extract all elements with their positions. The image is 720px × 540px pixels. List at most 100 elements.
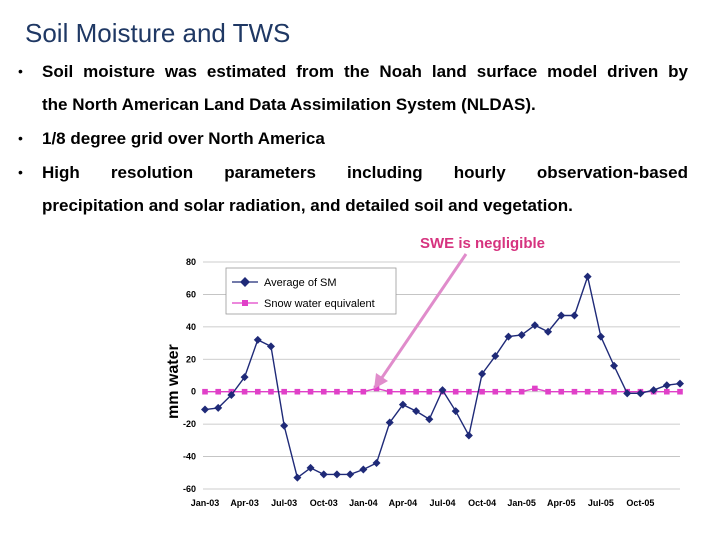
sm-point — [201, 405, 209, 414]
y-tick-labels: 80 60 40 20 0 -20 -40 -60 — [183, 257, 196, 494]
swe-point — [294, 388, 301, 395]
sm-point — [583, 272, 592, 281]
sm-point — [544, 327, 553, 336]
sm-point — [438, 386, 447, 395]
sm-point — [227, 390, 236, 399]
swe-point — [479, 388, 485, 395]
x-tick-label: Jan-03 — [191, 498, 220, 508]
x-tick-label: Jan-04 — [349, 498, 378, 508]
y-tick-label: -20 — [183, 419, 196, 429]
sm-point — [372, 459, 381, 468]
sm-point — [346, 470, 355, 479]
swe-point — [558, 388, 565, 395]
sm-point — [662, 381, 671, 390]
sm-point — [636, 389, 645, 398]
x-tick-label: Apr-04 — [389, 498, 418, 508]
bullet-3-word: observation-based — [536, 163, 688, 182]
swe-point — [320, 388, 327, 395]
sm-point — [676, 379, 684, 388]
x-tick-label: Oct-04 — [468, 498, 496, 508]
sm-point — [610, 361, 619, 370]
sm-point — [240, 373, 249, 382]
sm-point — [425, 415, 434, 424]
swe-point — [664, 388, 670, 395]
sm-point — [280, 421, 289, 430]
bullet-marker: • — [18, 164, 23, 180]
y-tick-label: 0 — [191, 387, 196, 397]
sm-point — [306, 463, 315, 472]
sm-point — [491, 352, 500, 361]
swe-point — [281, 388, 287, 395]
annotation-text: SWE is negligible — [420, 235, 545, 252]
bullet-marker: • — [18, 63, 23, 79]
legend-marker-sm — [240, 277, 250, 287]
bullet-marker: • — [18, 130, 23, 146]
sm-point — [451, 407, 460, 416]
y-tick-label: 20 — [186, 354, 196, 364]
sm-point — [596, 332, 605, 341]
sm-point — [623, 389, 632, 398]
legend-label-sm: Average of SM — [264, 277, 337, 289]
legend: Average of SM Snow water equivalent — [225, 267, 397, 315]
x-tick-label: Jan-05 — [507, 498, 536, 508]
legend-marker-swe — [242, 300, 248, 306]
x-tick-label: Jul-03 — [271, 498, 297, 508]
bullet-2: 1/8 degree grid over North America — [42, 129, 325, 148]
sm-point — [464, 431, 473, 440]
sm-point — [385, 418, 394, 427]
y-tick-label: 60 — [186, 289, 196, 299]
sm-point — [253, 335, 262, 344]
bullet-3-word: resolution — [110, 163, 194, 182]
bullet-3-word: including — [347, 163, 423, 182]
sm-point — [214, 403, 223, 412]
sm-point — [530, 321, 539, 330]
swe-point — [611, 388, 617, 395]
swe-point — [413, 388, 419, 395]
swe-point — [241, 388, 248, 395]
swe-point — [545, 388, 551, 395]
swe-point — [571, 388, 578, 395]
x-tick-label: Jul-05 — [588, 498, 614, 508]
y-tick-label: -60 — [183, 484, 196, 494]
y-axis-label: mm water — [165, 344, 182, 419]
swe-point — [677, 388, 683, 395]
sm-point — [293, 473, 302, 482]
sm-point — [570, 311, 579, 320]
swe-point — [215, 388, 221, 395]
swe-point — [584, 388, 591, 395]
y-tick-label: 40 — [186, 322, 196, 332]
swe-point — [268, 388, 274, 395]
swe-point — [373, 385, 380, 392]
swe-point — [334, 388, 340, 395]
sm-point — [504, 332, 513, 341]
legend-label-swe: Snow water equivalent — [264, 298, 375, 310]
annotation-arrowhead — [374, 373, 388, 389]
swe-point — [202, 388, 208, 395]
series-layer — [201, 272, 684, 482]
bullet-3-line-2: precipitation and solar radiation, and d… — [42, 196, 573, 215]
sm-point — [478, 369, 487, 378]
bullet-3-word: High — [42, 163, 80, 182]
sm-point — [359, 465, 368, 474]
swe-point — [347, 388, 353, 395]
swe-point — [360, 388, 367, 395]
sm-point — [332, 470, 341, 479]
swe-point — [400, 388, 406, 395]
x-tick-label: Jul-04 — [429, 498, 455, 508]
bullet-1-line-2: the North American Land Data Assimilatio… — [42, 95, 536, 114]
swe-point — [598, 388, 604, 395]
sm-point — [517, 330, 526, 339]
y-tick-label: 80 — [186, 257, 196, 267]
sm-point — [649, 386, 658, 395]
sm-point — [319, 470, 328, 479]
swe-point — [307, 388, 314, 395]
bullet-3-line-1: High resolution parameters including hou… — [42, 164, 688, 182]
swe-point — [254, 388, 261, 395]
x-tick-label: Oct-03 — [310, 498, 338, 508]
swe-point — [505, 388, 512, 395]
swe-point — [466, 388, 472, 395]
swe-point — [492, 388, 499, 395]
x-tick-labels: Jan-03 Apr-03 Jul-03 Oct-03 Jan-04 Apr-04 Jul-… — [191, 498, 655, 508]
swe-point — [452, 388, 459, 395]
x-tick-label: Apr-05 — [547, 498, 576, 508]
